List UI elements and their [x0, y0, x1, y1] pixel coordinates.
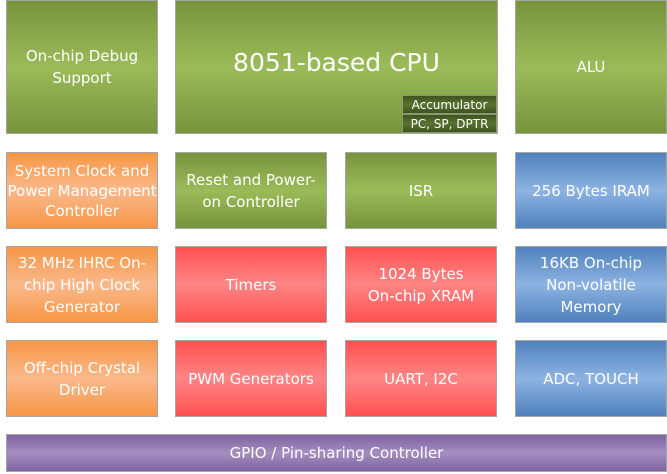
pwm-label: PWM Generators [188, 369, 314, 388]
xram-block: 1024 Bytes On-chip XRAM [345, 246, 497, 323]
nvm-label: 16KB On-chip Non-volatile Memory [539, 253, 643, 316]
uart-label: UART, I2C [384, 369, 458, 388]
ihrc-block: 32 MHz IHRC On-chip High Clock Generator [6, 246, 158, 323]
accumulator-block: Accumulator [402, 95, 497, 114]
adc-label: ADC, TOUCH [543, 369, 639, 388]
timers-block: Timers [175, 246, 327, 323]
cpu-label: 8051-based CPU [233, 48, 440, 77]
alu-label: ALU [576, 58, 606, 76]
adc-block: ADC, TOUCH [515, 340, 667, 417]
reset-label: Reset and Power-on Controller [186, 170, 316, 211]
iram-block: 256 Bytes IRAM [515, 152, 667, 229]
crystal-label: Off-chip Crystal Driver [23, 358, 141, 399]
crystal-block: Off-chip Crystal Driver [6, 340, 158, 417]
alu-block: ALU [515, 0, 667, 134]
ihrc-label: 32 MHz IHRC On-chip High Clock Generator [17, 253, 147, 316]
xram-label: 1024 Bytes On-chip XRAM [367, 264, 475, 305]
gpio-label: GPIO / Pin-sharing Controller [229, 444, 444, 462]
isr-block: ISR [345, 152, 497, 229]
cpu-block: 8051-based CPU [175, 0, 498, 134]
iram-label: 256 Bytes IRAM [532, 181, 650, 200]
clock-pm-block: System Clock and Power Management Contro… [6, 152, 158, 229]
clock-pm-label: System Clock and Power Management Contro… [7, 161, 157, 220]
nvm-block: 16KB On-chip Non-volatile Memory [515, 246, 667, 323]
registers-block: PC, SP, DPTR [402, 114, 497, 133]
reset-block: Reset and Power-on Controller [175, 152, 327, 229]
isr-label: ISR [408, 181, 434, 200]
debug-label: On-chip Debug Support [25, 47, 139, 87]
gpio-block: GPIO / Pin-sharing Controller [6, 434, 667, 472]
pwm-block: PWM Generators [175, 340, 327, 417]
debug-block: On-chip Debug Support [6, 0, 158, 134]
uart-block: UART, I2C [345, 340, 497, 417]
timers-label: Timers [225, 275, 277, 294]
